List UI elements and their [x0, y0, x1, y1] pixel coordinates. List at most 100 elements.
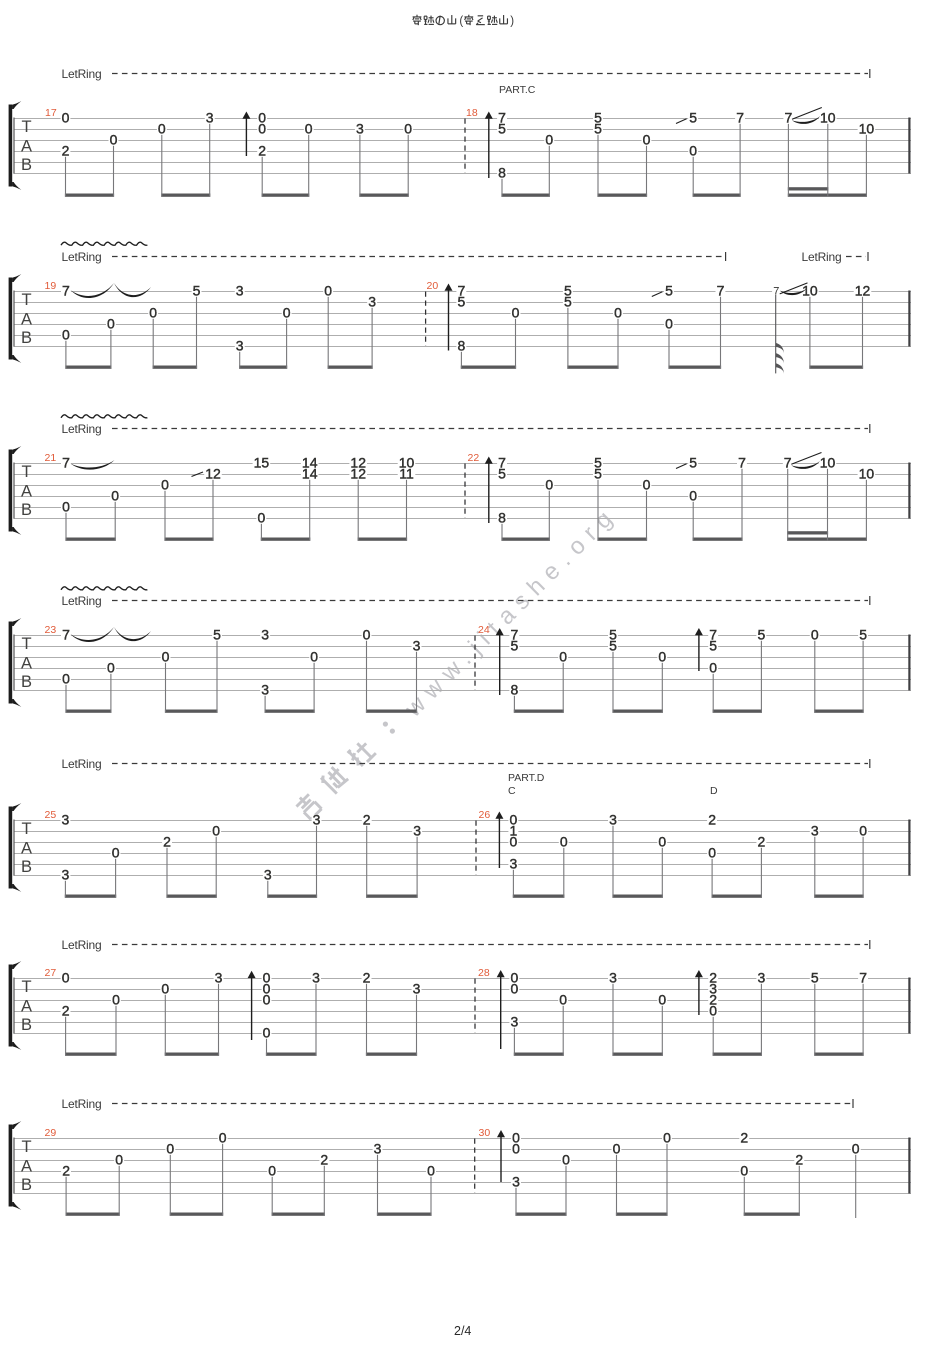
svg-text:2: 2: [709, 970, 717, 986]
svg-text:3: 3: [709, 981, 717, 997]
svg-text:7: 7: [511, 627, 519, 643]
svg-text:10: 10: [820, 110, 836, 126]
svg-text:18: 18: [466, 107, 478, 119]
svg-text:0: 0: [709, 660, 717, 676]
svg-text:0: 0: [112, 992, 120, 1008]
svg-text:3: 3: [312, 970, 320, 986]
svg-text:0: 0: [305, 121, 313, 137]
svg-text:0: 0: [263, 1025, 271, 1041]
svg-text:26: 26: [479, 809, 491, 821]
svg-text:2: 2: [758, 834, 766, 850]
svg-text:0: 0: [62, 499, 70, 515]
svg-text:8: 8: [498, 165, 506, 181]
svg-text:0: 0: [219, 1130, 227, 1146]
svg-text:0: 0: [510, 812, 518, 828]
svg-text:0: 0: [111, 488, 119, 504]
svg-text:0: 0: [658, 992, 666, 1008]
svg-text:20: 20: [427, 280, 439, 292]
svg-text:0: 0: [62, 970, 70, 986]
svg-text:): ): [510, 16, 514, 28]
svg-text:5: 5: [811, 970, 819, 986]
svg-text:A: A: [21, 1157, 32, 1175]
svg-text:3: 3: [512, 1174, 520, 1190]
svg-text:2: 2: [740, 1130, 748, 1146]
svg-text:0: 0: [511, 970, 519, 986]
svg-text:7: 7: [62, 627, 70, 643]
svg-text:T: T: [21, 118, 31, 136]
svg-text:14: 14: [302, 455, 318, 471]
svg-text:0: 0: [62, 671, 70, 687]
svg-text:LetRing: LetRing: [62, 938, 102, 952]
svg-text:5: 5: [498, 121, 506, 137]
svg-text:A: A: [21, 839, 32, 857]
svg-text:0: 0: [811, 627, 819, 643]
svg-text:0: 0: [263, 981, 271, 997]
svg-text:0: 0: [310, 649, 318, 665]
svg-text:7: 7: [738, 455, 746, 471]
svg-text:12: 12: [855, 283, 871, 299]
svg-text:0: 0: [258, 510, 266, 526]
svg-text:7: 7: [62, 455, 70, 471]
svg-text:7: 7: [709, 627, 717, 643]
svg-text:30: 30: [479, 1127, 491, 1139]
svg-text:0: 0: [107, 660, 115, 676]
svg-text:T: T: [21, 1138, 31, 1156]
svg-text:LetRing: LetRing: [62, 67, 102, 81]
svg-text:17: 17: [45, 107, 57, 119]
svg-text:0: 0: [161, 477, 169, 493]
svg-text:0: 0: [258, 110, 266, 126]
svg-text:0: 0: [158, 121, 166, 137]
svg-text:1: 1: [510, 823, 518, 839]
svg-text:7: 7: [736, 110, 744, 126]
svg-text:2: 2: [62, 1163, 70, 1179]
svg-text:3: 3: [206, 110, 214, 126]
svg-text:2: 2: [795, 1152, 803, 1168]
svg-text:3: 3: [511, 1014, 519, 1030]
svg-text:7: 7: [62, 283, 70, 299]
svg-text:LetRing: LetRing: [62, 757, 102, 771]
svg-text:2: 2: [62, 143, 70, 159]
svg-text:0: 0: [643, 132, 651, 148]
svg-text:5: 5: [594, 466, 602, 482]
svg-text:0: 0: [560, 834, 568, 850]
svg-text:0: 0: [162, 649, 170, 665]
svg-text:0: 0: [663, 1130, 671, 1146]
svg-text:7: 7: [784, 455, 792, 471]
svg-text:0: 0: [614, 305, 622, 321]
svg-text:2: 2: [62, 1003, 70, 1019]
svg-text:0: 0: [613, 1141, 621, 1157]
svg-text:7: 7: [458, 283, 466, 299]
svg-text:8: 8: [458, 338, 466, 354]
svg-text:5: 5: [689, 110, 697, 126]
svg-text:3: 3: [609, 970, 617, 986]
svg-text:23: 23: [45, 624, 57, 636]
svg-text:3: 3: [368, 294, 376, 310]
svg-text:0: 0: [110, 132, 118, 148]
svg-text:B: B: [21, 1016, 32, 1034]
svg-text:0: 0: [510, 834, 518, 850]
svg-text:0: 0: [404, 121, 412, 137]
svg-text:T: T: [21, 978, 31, 996]
svg-text:3: 3: [62, 812, 70, 828]
svg-text:3: 3: [758, 970, 766, 986]
svg-text:3: 3: [261, 682, 269, 698]
svg-text:0: 0: [658, 649, 666, 665]
svg-text:A: A: [21, 997, 32, 1015]
svg-text:24: 24: [478, 624, 490, 636]
svg-text:3: 3: [413, 823, 421, 839]
svg-text:B: B: [21, 858, 32, 876]
svg-text:27: 27: [45, 967, 57, 979]
svg-text:5: 5: [564, 294, 572, 310]
svg-text:0: 0: [149, 305, 157, 321]
svg-text:10: 10: [859, 121, 875, 137]
svg-text:7: 7: [498, 455, 506, 471]
svg-text:T: T: [21, 291, 31, 309]
svg-text:0: 0: [166, 1141, 174, 1157]
svg-text:5: 5: [594, 110, 602, 126]
svg-text:8: 8: [511, 682, 519, 698]
svg-text:0: 0: [512, 1141, 520, 1157]
svg-text:29: 29: [45, 1127, 57, 1139]
svg-text:7: 7: [773, 286, 779, 298]
svg-text:0: 0: [324, 283, 332, 299]
svg-text:3: 3: [236, 283, 244, 299]
